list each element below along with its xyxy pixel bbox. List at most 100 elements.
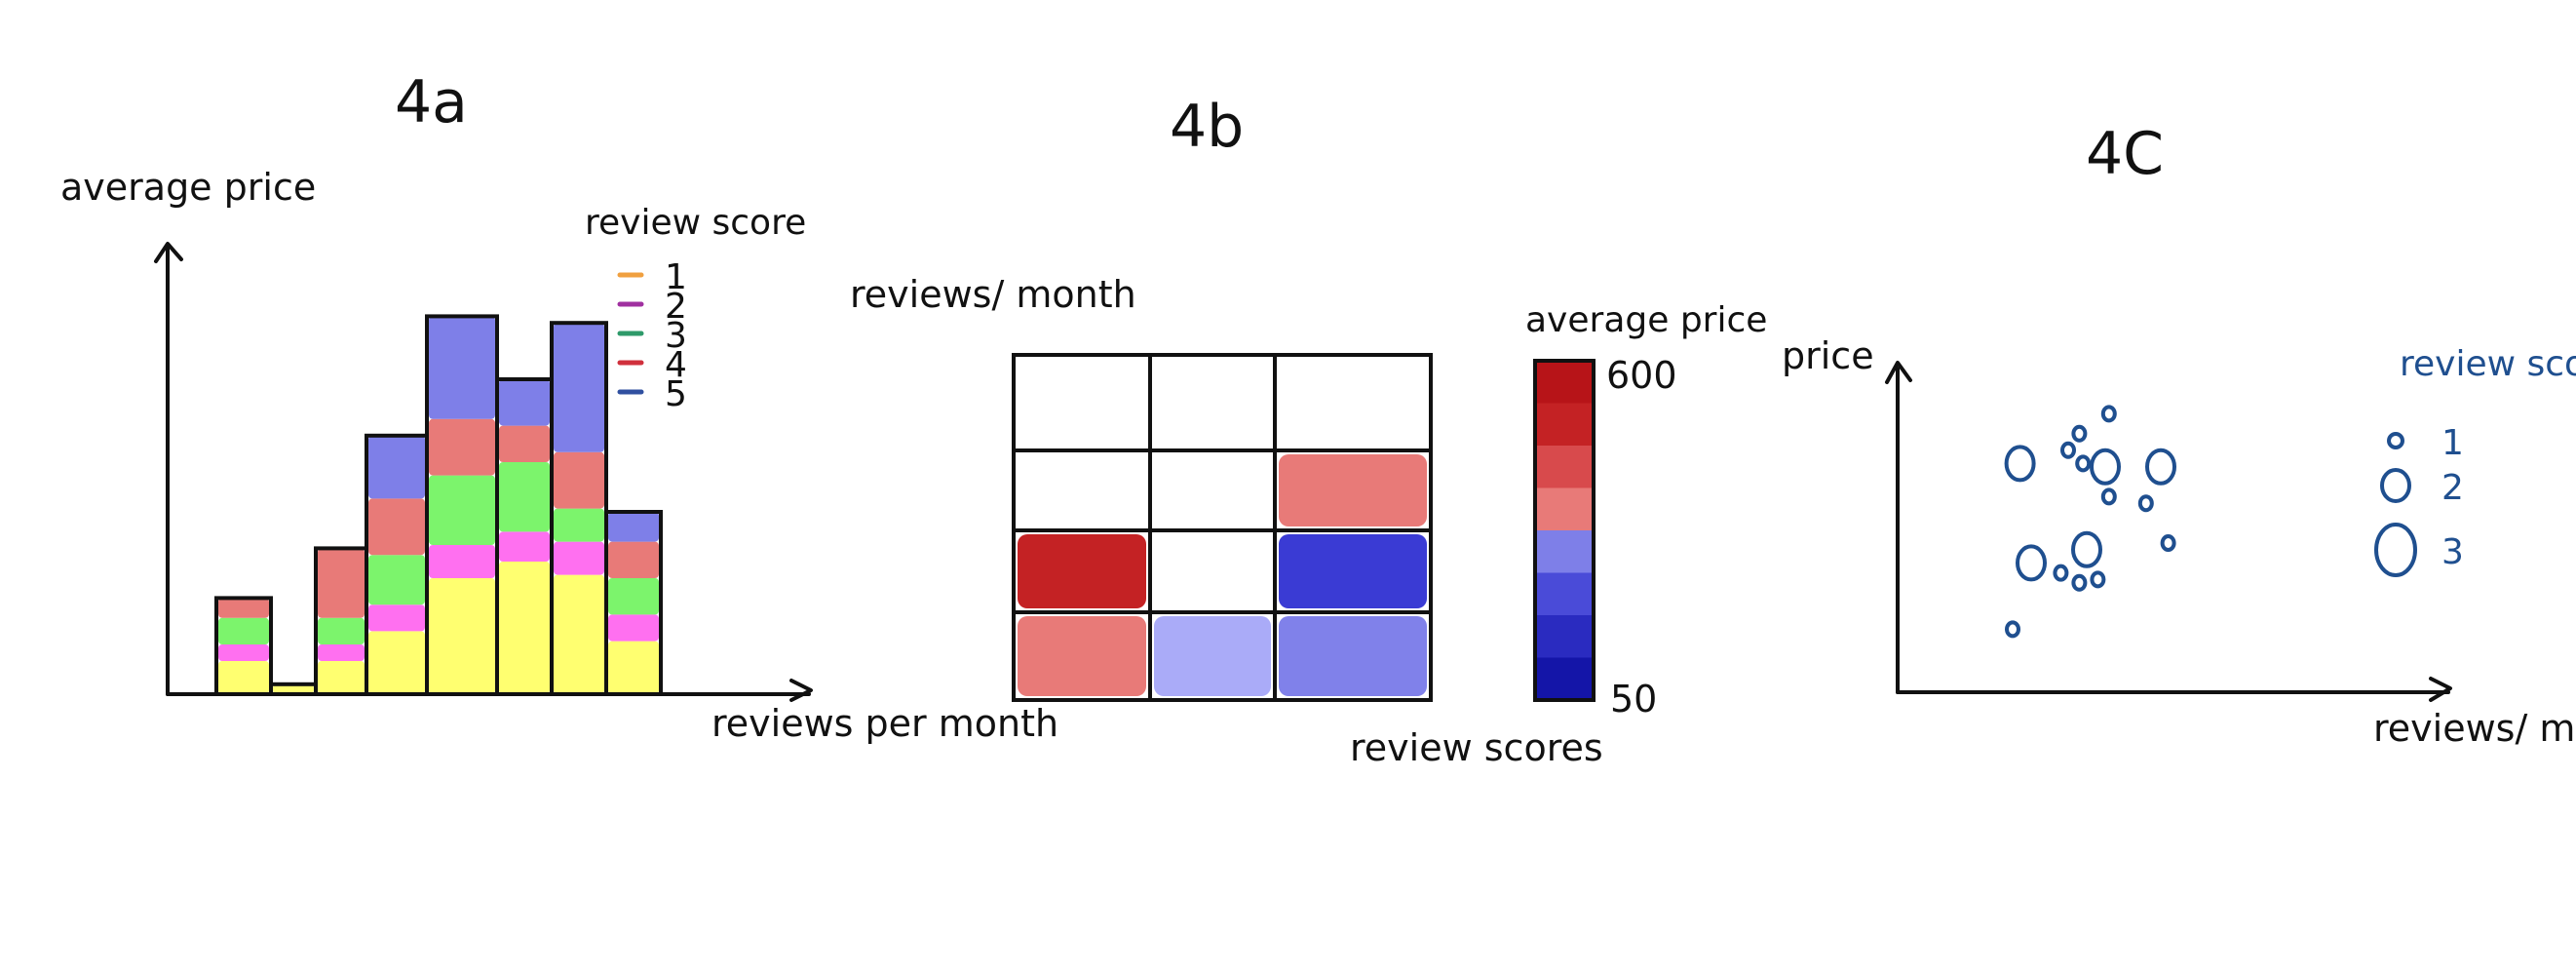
- chart-4c-y-axis: [1885, 361, 1912, 694]
- chart-4a-bars: [214, 314, 663, 697]
- chart-4b-colorbar-tick-bottom: 50: [1610, 678, 1657, 721]
- bar-segment-1: [554, 574, 604, 694]
- chart-4a-legend-title: review score: [585, 203, 806, 243]
- scatter-point: [2160, 534, 2176, 552]
- chart-4b-colorbar-tick-top: 600: [1606, 354, 1677, 397]
- scatter-point: [2016, 544, 2047, 582]
- bar-segment-4: [318, 548, 365, 618]
- legend-label-2: 2: [665, 287, 687, 327]
- legend-marker-1: [2387, 432, 2404, 449]
- bar-segment-2: [368, 604, 425, 632]
- bar-segment-5: [368, 435, 425, 499]
- chart-4b-xlabel: review scores: [1350, 726, 1603, 769]
- legend-label-3: 3: [2441, 532, 2464, 572]
- colorbar-segment: [1535, 487, 1594, 531]
- bar-segment-3: [318, 617, 365, 644]
- bar-segment-2: [608, 614, 659, 642]
- legend-marker-3: [2374, 523, 2417, 577]
- scatter-point: [2090, 570, 2106, 589]
- heatmap-cell: [1154, 616, 1271, 696]
- bar-segment-3: [499, 462, 550, 532]
- bar-segment-1: [368, 631, 425, 694]
- bar-segment-4: [218, 598, 269, 618]
- scatter-point: [2071, 424, 2088, 443]
- chart-4c-legend: 1 2 3: [2374, 423, 2464, 577]
- heatmap-cell: [1018, 534, 1146, 608]
- scatter-point: [2004, 445, 2036, 483]
- colorbar-segment: [1535, 446, 1594, 489]
- bar-segment-4: [608, 541, 659, 578]
- chart-4c-title: 4C: [2086, 120, 2164, 188]
- bar-segment-1: [499, 562, 550, 694]
- colorbar-segment: [1535, 615, 1594, 659]
- chart-4c-x-axis: [1896, 677, 2452, 702]
- heatmap-border: [1012, 353, 1433, 702]
- heatmap-cell: [1018, 616, 1146, 696]
- stacked-bar-chart-4a: 4a average price reviews per month revie…: [60, 68, 1058, 745]
- heatmap-cell: [1279, 616, 1427, 696]
- chart-4c-points: [2004, 405, 2176, 639]
- bar-segment-3: [429, 475, 495, 545]
- bar-segment-2: [554, 541, 604, 575]
- scatter-point: [2145, 448, 2176, 486]
- bar-segment-5: [554, 323, 604, 452]
- bar-segment-3: [368, 555, 425, 605]
- bar-segment-4: [554, 451, 604, 509]
- legend-label-2: 2: [2441, 468, 2464, 508]
- legend-label-5: 5: [665, 374, 687, 414]
- chart-4a-title: 4a: [395, 68, 468, 136]
- chart-4b-cells: [1018, 454, 1427, 696]
- scatter-point: [2071, 573, 2088, 592]
- bar-segment-5: [429, 316, 495, 419]
- bar-segment-1: [429, 578, 495, 694]
- chart-4a-ylabel: average price: [60, 166, 316, 209]
- bar-segment-3: [608, 578, 659, 615]
- bar-segment-1: [318, 661, 365, 694]
- bar-segment-4: [429, 418, 495, 476]
- chart-4b-colorbar-label: average price: [1525, 300, 1767, 340]
- legend-label-1: 1: [665, 257, 687, 297]
- chart-4c-ylabel: price: [1782, 334, 1874, 377]
- chart-4b-ylabel: reviews/ month: [850, 273, 1136, 316]
- scatter-point: [2137, 494, 2154, 513]
- bar-segment-1: [273, 683, 314, 694]
- chart-4a-xlabel: reviews per month: [711, 702, 1058, 745]
- chart-4c-xlabel: reviews/ month: [2373, 707, 2576, 750]
- bar-segment-2: [318, 644, 365, 661]
- colorbar-segment: [1535, 572, 1594, 616]
- scatter-point: [2005, 620, 2020, 639]
- colorbar-segment: [1535, 657, 1594, 701]
- heatmap-chart-4b: 4b reviews/ month review scores average …: [850, 93, 1767, 769]
- scatter-chart-4c: 4C price reviews/ month review score 1 2 3: [1782, 120, 2576, 750]
- chart-4b-title: 4b: [1170, 93, 1244, 161]
- scatter-point: [2100, 405, 2117, 423]
- bar-segment-2: [218, 644, 269, 661]
- heatmap-cell: [1279, 454, 1427, 526]
- scatter-point: [2100, 487, 2117, 506]
- chart-4c-legend-title: review score: [2400, 344, 2576, 384]
- scatter-point: [2060, 441, 2076, 459]
- bar-segment-4: [499, 425, 550, 462]
- legend-label-3: 3: [665, 316, 687, 356]
- chart-4a-x-axis: [166, 679, 813, 702]
- bar-segment-4: [368, 498, 425, 556]
- heatmap-cell: [1279, 534, 1427, 608]
- bar-segment-2: [499, 531, 550, 562]
- scatter-point: [2053, 564, 2069, 582]
- chart-4b-grid: [1012, 353, 1433, 702]
- bar-segment-1: [218, 661, 269, 694]
- bar-segment-1: [608, 641, 659, 694]
- bar-segment-5: [608, 512, 659, 542]
- colorbar-border: [1533, 359, 1596, 702]
- scatter-point: [2090, 448, 2121, 486]
- bar-segment-3: [554, 508, 604, 542]
- bar-segment-3: [218, 617, 269, 644]
- legend-label-1: 1: [2441, 423, 2464, 463]
- colorbar-segment: [1535, 530, 1594, 574]
- colorbar-segment: [1535, 361, 1594, 405]
- bar-segment-5: [499, 379, 550, 426]
- legend-marker-2: [2380, 468, 2411, 503]
- colorbar-segment: [1535, 403, 1594, 447]
- legend-label-4: 4: [665, 345, 687, 385]
